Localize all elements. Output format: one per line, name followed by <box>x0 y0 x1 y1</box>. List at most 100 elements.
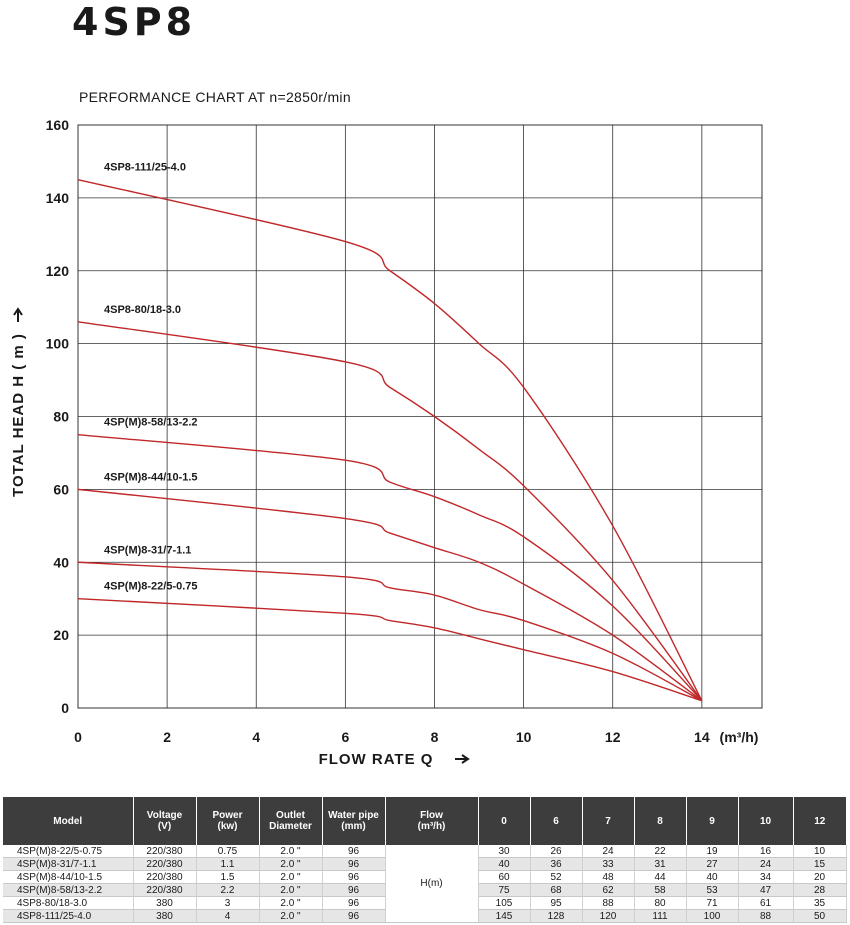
y-tick-label: 60 <box>53 481 69 497</box>
table-cell: 96 <box>322 909 386 923</box>
table-cell: 4SP(M)8-44/10-1.5 <box>3 870 134 884</box>
x-axis-unit: (m³/h) <box>720 729 759 745</box>
table-cell: 145 <box>478 909 531 923</box>
table-cell: 4SP(M)8-31/7-1.1 <box>3 857 134 871</box>
table-cell: 4SP8-111/25-4.0 <box>3 909 134 923</box>
x-tick-label: 2 <box>163 729 171 745</box>
chart-title: PERFORMANCE CHART AT n=2850r/min <box>79 89 351 105</box>
table-cell: 220/380 <box>133 870 197 884</box>
table-cell: 24 <box>582 845 635 858</box>
table-cell: 96 <box>322 845 386 858</box>
table-cell: 28 <box>793 883 847 897</box>
table-header-cell: 7 <box>582 797 635 845</box>
table-cell: 2.0 " <box>259 870 323 884</box>
series-line <box>77 561 703 702</box>
head-unit-cell: H(m) <box>385 845 479 923</box>
table-row: 4SP8-80/18-3.0 380 3 2.0 " 96 105 95 88 80 71 61 35 <box>3 896 847 910</box>
table-cell: 220/380 <box>133 883 197 897</box>
table-header-cell: Model <box>3 797 134 845</box>
series-label: 4SP(M)8-22/5-0.75 <box>104 581 198 593</box>
y-tick-label: 140 <box>46 190 70 206</box>
y-tick-label: 40 <box>53 554 69 570</box>
table-row: 4SP(M)8-44/10-1.5 220/380 1.5 2.0 " 96 60 52 48… <box>3 870 847 884</box>
table-row: 4SP8-111/25-4.0 380 4 2.0 " 96 145 128 120 111 10… <box>3 909 847 923</box>
y-axis-arrow-icon <box>13 307 23 322</box>
table-cell: 96 <box>322 857 386 871</box>
table-header-cell: Voltage (V) <box>133 797 197 845</box>
table-cell: 75 <box>478 883 531 897</box>
table-cell: 96 <box>322 883 386 897</box>
series-label: 4SP(M)8-58/13-2.2 <box>104 417 198 429</box>
table-cell: 2.0 " <box>259 845 323 858</box>
table-cell: 62 <box>582 883 635 897</box>
table-cell: 15 <box>793 857 847 871</box>
table-cell: 27 <box>686 857 739 871</box>
x-tick-label: 0 <box>74 729 82 745</box>
series-label: 4SP8-111/25-4.0 <box>104 162 186 174</box>
table-cell: 16 <box>738 845 794 858</box>
chart-labels: 0 2 4 6 8 10 12 140204060801001201401604SP8-111… <box>46 117 710 745</box>
table-cell: 58 <box>634 883 687 897</box>
chart-curves <box>77 178 703 702</box>
x-tick-label: 10 <box>516 729 532 745</box>
table-cell: 24 <box>738 857 794 871</box>
table-cell: 10 <box>793 845 847 858</box>
table-cell: 95 <box>530 896 583 910</box>
series-line <box>77 434 703 702</box>
x-axis-label: FLOW RATE Q <box>319 751 434 768</box>
x-tick-label: 4 <box>252 729 260 745</box>
table-cell: 380 <box>133 909 197 923</box>
series-line <box>77 488 703 702</box>
table-cell: 47 <box>738 883 794 897</box>
table-cell: 1.5 <box>196 870 260 884</box>
y-tick-label: 120 <box>46 263 70 279</box>
table-cell: 35 <box>793 896 847 910</box>
table-cell: 380 <box>133 896 197 910</box>
table-header-cell: Water pipe (mm) <box>322 797 386 845</box>
table-header-cell: 6 <box>530 797 583 845</box>
table-header-cell: 0 <box>478 797 531 845</box>
x-axis-arrow-icon <box>455 754 470 764</box>
y-axis-label: TOTAL HEAD H ( m ) <box>10 333 27 497</box>
table-cell: 50 <box>793 909 847 923</box>
table-cell: 1.1 <box>196 857 260 871</box>
table-cell: 128 <box>530 909 583 923</box>
table-header-cell: 9 <box>686 797 739 845</box>
table-cell: 220/380 <box>133 857 197 871</box>
table-cell: 4 <box>196 909 260 923</box>
table-cell: 2.0 " <box>259 896 323 910</box>
y-tick-label: 20 <box>53 627 69 643</box>
y-tick-label: 100 <box>46 336 70 352</box>
y-tick-label: 160 <box>46 117 70 133</box>
table-cell: 111 <box>634 909 687 923</box>
table-cell: 26 <box>530 845 583 858</box>
table-row: 4SP(M)8-31/7-1.1 220/380 1.1 2.0 " 96 40 36 33 3… <box>3 857 847 871</box>
table-cell: 100 <box>686 909 739 923</box>
series-label: 4SP(M)8-31/7-1.1 <box>104 544 191 556</box>
table-cell: 61 <box>738 896 794 910</box>
table-cell: 60 <box>478 870 531 884</box>
table-cell: 105 <box>478 896 531 910</box>
performance-chart: 0 2 4 6 8 10 12 140204060801001201401604SP8-111… <box>10 117 763 768</box>
table-cell: 2.0 " <box>259 883 323 897</box>
table-cell: 88 <box>738 909 794 923</box>
table-cell: 80 <box>634 896 687 910</box>
table-cell: 34 <box>738 870 794 884</box>
table-row: 4SP(M)8-58/13-2.2 220/380 2.2 2.0 " 96 75 68 62… <box>3 883 847 897</box>
x-tick-label: 8 <box>431 729 439 745</box>
table-cell: 4SP(M)8-58/13-2.2 <box>3 883 134 897</box>
y-tick-label: 80 <box>53 409 69 425</box>
x-tick-label: 12 <box>605 729 621 745</box>
series-line <box>77 597 703 702</box>
table-cell: 31 <box>634 857 687 871</box>
table-cell: 53 <box>686 883 739 897</box>
table-cell: 120 <box>582 909 635 923</box>
table-cell: 44 <box>634 870 687 884</box>
x-tick-label: 14 <box>694 729 710 745</box>
page-title: 4SP8 <box>72 0 197 44</box>
table-cell: 71 <box>686 896 739 910</box>
table-cell: 2.0 " <box>259 909 323 923</box>
table-cell: 20 <box>793 870 847 884</box>
chart-grid <box>77 124 763 709</box>
table-cell: 96 <box>322 896 386 910</box>
